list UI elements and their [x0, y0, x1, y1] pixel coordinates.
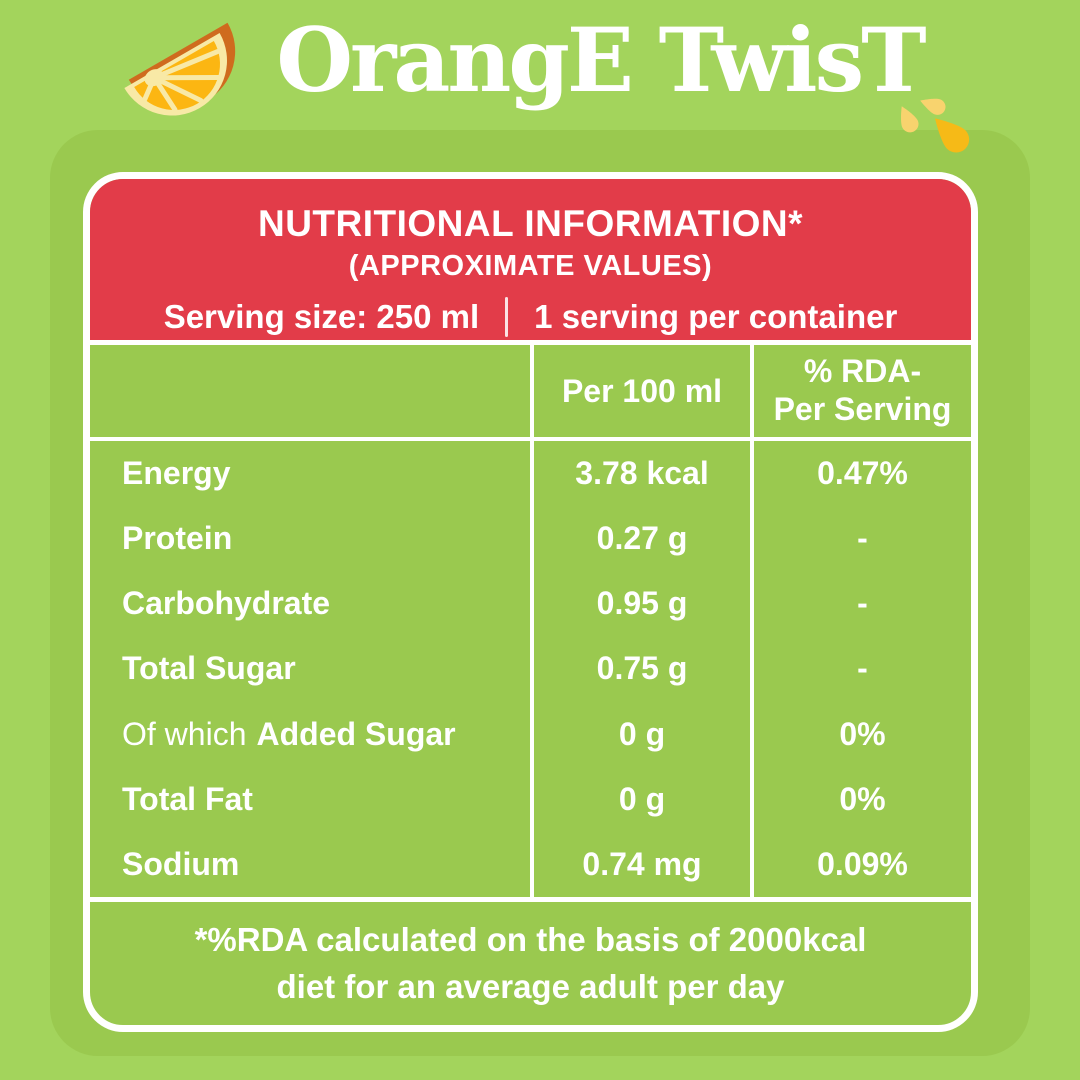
column-header-empty [90, 345, 530, 437]
nutrition-panel: NUTRITIONAL INFORMATION* (APPROXIMATE VA… [83, 172, 978, 1032]
brand-title: OrangE TwisT [276, 8, 926, 112]
column-header-rda-line2: Per Serving [773, 391, 952, 427]
row-label-sodium: Sodium [122, 845, 240, 882]
row-label-added-sugar: Of which Added Sugar [90, 702, 530, 767]
column-header-per100ml: Per 100 ml [530, 345, 750, 437]
value-energy-per100: 3.78 kcal [575, 455, 709, 492]
value-energy-rda: 0.47% [817, 455, 908, 492]
value-added-sugar-per100: 0 g [618, 715, 666, 752]
nutrition-header-title: NUTRITIONAL INFORMATION* [257, 203, 804, 244]
juice-drops-icon [901, 98, 970, 153]
value-protein-per100: 0.27 g [596, 520, 688, 557]
row-label-energy: Energy [122, 455, 231, 492]
value-total-fat-rda: 0% [839, 780, 886, 817]
value-sodium-per100: 0.74 mg [582, 845, 702, 882]
serving-size-text: Serving size: 250 ml [163, 298, 480, 335]
row-label-carbohydrate: Carbohydrate [122, 585, 331, 622]
rda-footnote: *%RDA calculated on the basis of 2000kca… [90, 902, 971, 1025]
value-total-sugar-rda: - [857, 650, 868, 687]
row-label-added-sugar-prefix: Of which [122, 715, 247, 752]
nutrient-labels-column: Energy Protein Carbohydrate Total Sugar … [90, 441, 530, 897]
value-total-fat-per100: 0 g [618, 780, 666, 817]
row-label-total-sugar: Total Sugar [122, 650, 296, 687]
value-carbohydrate-rda: - [857, 585, 868, 622]
column-header-rda-line1: % RDA- [803, 353, 922, 390]
table-column-header-row: Per 100 ml % RDA- Per Serving [90, 345, 971, 441]
nutrition-header: NUTRITIONAL INFORMATION* (APPROXIMATE VA… [90, 179, 971, 345]
row-label-protein: Protein [122, 520, 233, 557]
table-body: Energy Protein Carbohydrate Total Sugar … [90, 441, 971, 902]
value-carbohydrate-per100: 0.95 g [596, 585, 688, 622]
value-sodium-rda: 0.09% [817, 845, 908, 882]
rda-values-column: 0.47% - - - 0% 0% 0.09% [750, 441, 971, 897]
value-total-sugar-per100: 0.75 g [596, 650, 688, 687]
value-added-sugar-rda: 0% [839, 715, 886, 752]
serving-info-row: Serving size: 250 ml 1 serving per conta… [90, 297, 971, 337]
row-label-total-fat: Total Fat [122, 780, 253, 817]
column-header-rda: % RDA- Per Serving [750, 345, 971, 437]
orange-slice-icon [124, 22, 236, 116]
rda-footnote-line2: diet for an average adult per day [276, 967, 785, 1005]
rda-footnote-line1: *%RDA calculated on the basis of 2000kca… [194, 921, 867, 959]
value-protein-rda: - [857, 520, 868, 557]
serving-divider [505, 297, 509, 337]
servings-per-container-text: 1 serving per container [534, 298, 898, 335]
per100ml-values-column: 3.78 kcal 0.27 g 0.95 g 0.75 g 0 g 0 g 0… [530, 441, 750, 897]
row-label-added-sugar-bold: Added Sugar [256, 715, 456, 752]
nutrition-header-subtitle: (APPROXIMATE VALUES) [348, 250, 713, 282]
